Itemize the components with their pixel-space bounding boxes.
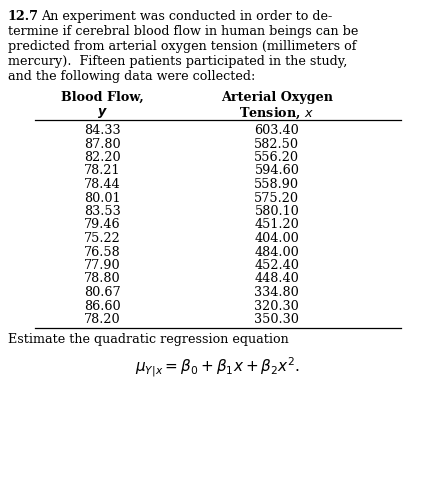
Text: termine if cerebral blood flow in human beings can be: termine if cerebral blood flow in human … [8, 25, 358, 38]
Text: $\mu_{Y|x} = \beta_0 + \beta_1 x + \beta_2 x^2.$: $\mu_{Y|x} = \beta_0 + \beta_1 x + \beta… [136, 355, 300, 379]
Text: 334.80: 334.80 [255, 286, 299, 299]
Text: 484.00: 484.00 [255, 246, 299, 258]
Text: 594.60: 594.60 [255, 165, 299, 177]
Text: 76.58: 76.58 [84, 246, 121, 258]
Text: 575.20: 575.20 [254, 191, 300, 204]
Text: and the following data were collected:: and the following data were collected: [8, 70, 255, 83]
Text: predicted from arterial oxygen tension (millimeters of: predicted from arterial oxygen tension (… [8, 40, 356, 53]
Text: 452.40: 452.40 [255, 259, 299, 272]
Text: An experiment was conducted in order to de-: An experiment was conducted in order to … [41, 10, 333, 23]
Text: 12.7: 12.7 [8, 10, 39, 23]
Text: 75.22: 75.22 [84, 232, 121, 245]
Text: 350.30: 350.30 [255, 313, 299, 326]
Text: $\boldsymbol{y}$: $\boldsymbol{y}$ [97, 106, 108, 120]
Text: Arterial Oxygen: Arterial Oxygen [221, 91, 333, 104]
Text: 83.53: 83.53 [84, 205, 121, 218]
Text: 580.10: 580.10 [255, 205, 299, 218]
Text: 79.46: 79.46 [84, 219, 121, 232]
Text: 78.44: 78.44 [84, 178, 121, 191]
Text: 448.40: 448.40 [255, 272, 299, 285]
Text: 86.60: 86.60 [84, 300, 121, 313]
Text: 80.01: 80.01 [84, 191, 121, 204]
Text: 558.90: 558.90 [254, 178, 300, 191]
Text: 80.67: 80.67 [84, 286, 121, 299]
Text: 78.80: 78.80 [84, 272, 121, 285]
Text: 84.33: 84.33 [84, 124, 121, 137]
Text: 87.80: 87.80 [84, 138, 121, 151]
Text: Blood Flow,: Blood Flow, [61, 91, 144, 104]
Text: 603.40: 603.40 [255, 124, 299, 137]
Text: Estimate the quadratic regression equation: Estimate the quadratic regression equati… [8, 332, 289, 345]
Text: 451.20: 451.20 [255, 219, 299, 232]
Text: 77.90: 77.90 [84, 259, 121, 272]
Text: 404.00: 404.00 [255, 232, 299, 245]
Text: 78.20: 78.20 [84, 313, 121, 326]
Text: 582.50: 582.50 [254, 138, 300, 151]
Text: 320.30: 320.30 [255, 300, 299, 313]
Text: 82.20: 82.20 [84, 151, 121, 164]
Text: 78.21: 78.21 [84, 165, 121, 177]
Text: 556.20: 556.20 [254, 151, 300, 164]
Text: Tension, $x$: Tension, $x$ [239, 106, 314, 121]
Text: mercury).  Fifteen patients participated in the study,: mercury). Fifteen patients participated … [8, 55, 347, 68]
